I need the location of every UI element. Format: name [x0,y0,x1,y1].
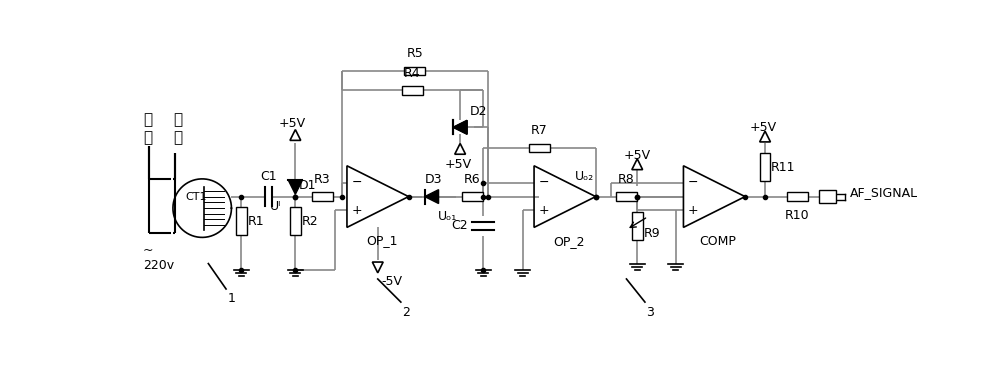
Bar [760,154,770,181]
Text: R4: R4 [404,67,421,80]
Polygon shape [288,180,302,194]
Bar [290,207,301,235]
Text: +5V: +5V [445,158,472,171]
Text: R5: R5 [406,47,423,60]
Text: Uₒ₂: Uₒ₂ [575,170,594,183]
Text: +5V: +5V [750,121,777,134]
Text: Uᴵ: Uᴵ [270,200,282,213]
Text: +: + [539,204,549,217]
Bar [819,190,836,203]
Text: -5V: -5V [382,275,403,288]
Text: R10: R10 [785,209,810,222]
Bar [236,207,247,235]
Text: R7: R7 [531,124,548,137]
Text: 3: 3 [646,306,654,319]
Text: −: − [352,176,362,189]
Text: C2: C2 [451,219,468,232]
Text: 零
线: 零 线 [143,113,152,145]
Polygon shape [453,120,467,134]
Text: +5V: +5V [623,149,651,161]
Text: R3: R3 [314,173,331,186]
Text: +: + [352,204,362,217]
Text: D2: D2 [469,105,487,118]
Text: C1: C1 [260,170,277,183]
Bar [404,67,425,75]
Text: +: + [688,204,699,217]
Text: 2: 2 [402,306,410,319]
Text: R6: R6 [464,173,481,186]
Text: D1: D1 [299,178,317,192]
Text: +5V: +5V [278,117,306,130]
Text: −: − [539,176,549,189]
Bar [312,192,333,201]
Text: R8: R8 [618,173,635,186]
Text: D3: D3 [424,173,442,186]
Text: ~
220v: ~ 220v [143,244,174,272]
Bar [787,192,808,201]
Bar [632,212,643,240]
Text: Uₒ₁: Uₒ₁ [437,211,457,223]
Text: −: − [688,176,699,189]
Text: OP_2: OP_2 [553,235,584,248]
Text: COMP: COMP [700,235,737,248]
Text: OP_1: OP_1 [366,233,397,247]
Text: AF_SIGNAL: AF_SIGNAL [850,186,918,199]
Text: CT1: CT1 [185,192,207,202]
Text: R1: R1 [248,215,264,228]
Bar [529,144,550,152]
Bar [616,192,637,201]
Polygon shape [425,190,439,204]
Bar [402,86,423,94]
Polygon shape [453,120,467,134]
Text: 火
线: 火 线 [173,113,182,145]
Text: R2: R2 [302,215,318,228]
Text: R11: R11 [771,161,796,174]
Text: 1: 1 [228,292,235,305]
Text: R9: R9 [643,227,660,240]
Bar [462,192,483,201]
